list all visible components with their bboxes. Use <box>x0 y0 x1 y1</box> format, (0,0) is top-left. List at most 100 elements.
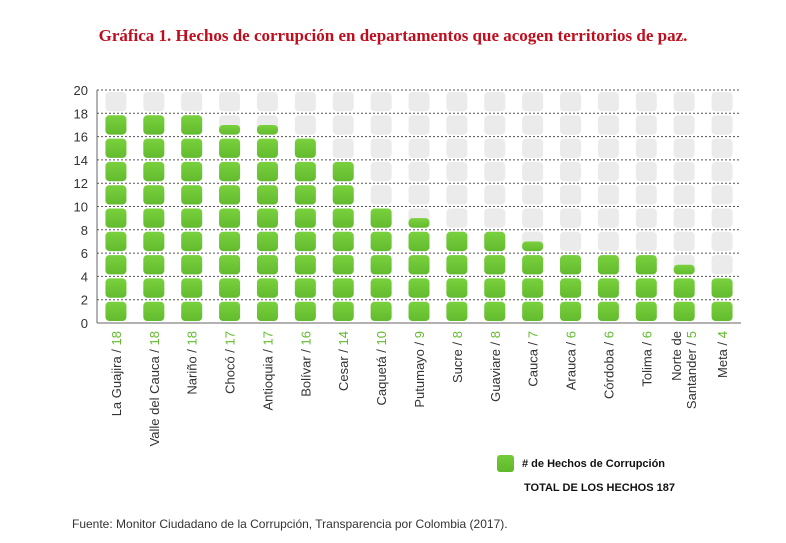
bar-cell <box>370 208 392 228</box>
x-tick-label: Chocó / 17 <box>223 331 238 394</box>
bar-cell <box>181 255 203 275</box>
bar-cell <box>522 241 544 252</box>
bar-cell <box>181 231 203 252</box>
empty-cell <box>711 115 733 135</box>
empty-cell <box>294 92 316 112</box>
bar-cell <box>256 185 278 205</box>
x-tick-label: Córdoba / 6 <box>601 331 616 399</box>
bar-cell <box>219 138 241 158</box>
bar-cell <box>294 301 316 321</box>
bar-cell <box>181 278 203 298</box>
bar-cell <box>105 301 127 321</box>
empty-cell <box>560 208 582 228</box>
bar-cell <box>408 218 430 228</box>
legend-label: # de Hechos de Corrupción <box>522 457 666 470</box>
bar-cell <box>370 278 392 298</box>
empty-cell <box>370 138 392 158</box>
empty-cell <box>635 92 657 112</box>
bar-cell <box>256 278 278 298</box>
empty-cell <box>446 115 468 135</box>
data-label: 17 <box>260 331 275 345</box>
x-tick-label: Tolima / 6 <box>639 331 654 387</box>
y-tick-label: 12 <box>74 176 88 191</box>
empty-cell <box>711 185 733 205</box>
bar-cell <box>635 301 657 321</box>
empty-cell <box>597 138 619 158</box>
bar-cell <box>143 231 165 252</box>
empty-cell <box>332 138 354 158</box>
bar-cell <box>219 301 241 321</box>
total-label: TOTAL DE LOS HECHOS 187 <box>524 482 675 494</box>
empty-cell <box>484 92 506 112</box>
data-label: 6 <box>639 331 654 338</box>
x-tick-label: Cauca / 7 <box>526 331 541 387</box>
bar-cell <box>294 138 316 158</box>
bar-cell <box>256 255 278 275</box>
bar-cell <box>105 255 127 275</box>
bar-cell <box>143 185 165 205</box>
bar-cell <box>370 301 392 321</box>
empty-cell <box>446 185 468 205</box>
y-tick-label: 18 <box>74 106 88 121</box>
x-tick-label: Putumayo / 9 <box>412 331 427 408</box>
bar-cell <box>560 255 582 275</box>
bar-cell <box>332 278 354 298</box>
empty-cell <box>484 161 506 182</box>
empty-cell <box>181 92 203 112</box>
empty-cell <box>522 138 544 158</box>
empty-cell <box>673 231 695 252</box>
bar-cell <box>143 278 165 298</box>
empty-cell <box>711 231 733 252</box>
empty-cell <box>673 185 695 205</box>
data-label: 17 <box>223 331 238 345</box>
bar-cell <box>181 138 203 158</box>
bar-cell <box>484 278 506 298</box>
bar-cell <box>484 301 506 321</box>
empty-cell <box>408 92 430 112</box>
x-tick-label: Arauca / 6 <box>564 331 579 390</box>
y-tick-label: 20 <box>74 83 88 98</box>
x-tick-label: Guaviare / 8 <box>488 331 503 402</box>
data-label: 18 <box>185 331 200 345</box>
bar-cell <box>597 278 619 298</box>
bar-cell <box>256 208 278 228</box>
bar-cell <box>143 301 165 321</box>
bar-cell <box>560 301 582 321</box>
y-tick-label: 6 <box>81 246 88 261</box>
data-label: 5 <box>684 331 699 338</box>
data-label: 9 <box>412 331 427 338</box>
bar-cell <box>370 231 392 252</box>
y-tick-label: 4 <box>81 269 88 284</box>
empty-cell <box>635 231 657 252</box>
bar-cell <box>332 231 354 252</box>
empty-cell <box>370 185 392 205</box>
bar-cell <box>143 255 165 275</box>
empty-cell <box>635 185 657 205</box>
x-tick-label: Meta / 4 <box>715 331 730 378</box>
empty-cell <box>673 138 695 158</box>
bar-cell <box>332 208 354 228</box>
empty-cell <box>711 255 733 275</box>
empty-cell <box>446 208 468 228</box>
empty-cell <box>597 208 619 228</box>
bar-cell <box>408 301 430 321</box>
empty-cell <box>408 185 430 205</box>
data-label: 18 <box>109 331 124 345</box>
empty-cell <box>484 208 506 228</box>
empty-cell <box>560 161 582 182</box>
empty-cell <box>408 161 430 182</box>
x-tick-label: Norte deSantander / 5 <box>669 331 699 409</box>
bar-cell <box>597 255 619 275</box>
bar-cell <box>560 278 582 298</box>
bar-cell <box>294 208 316 228</box>
data-label: 14 <box>336 331 351 345</box>
empty-cell <box>711 161 733 182</box>
empty-cell <box>597 115 619 135</box>
bar-cell <box>446 301 468 321</box>
empty-cell <box>370 92 392 112</box>
empty-cell <box>484 138 506 158</box>
bar-cell <box>219 255 241 275</box>
empty-cell <box>673 115 695 135</box>
bar-cell <box>256 161 278 182</box>
empty-cell <box>332 92 354 112</box>
